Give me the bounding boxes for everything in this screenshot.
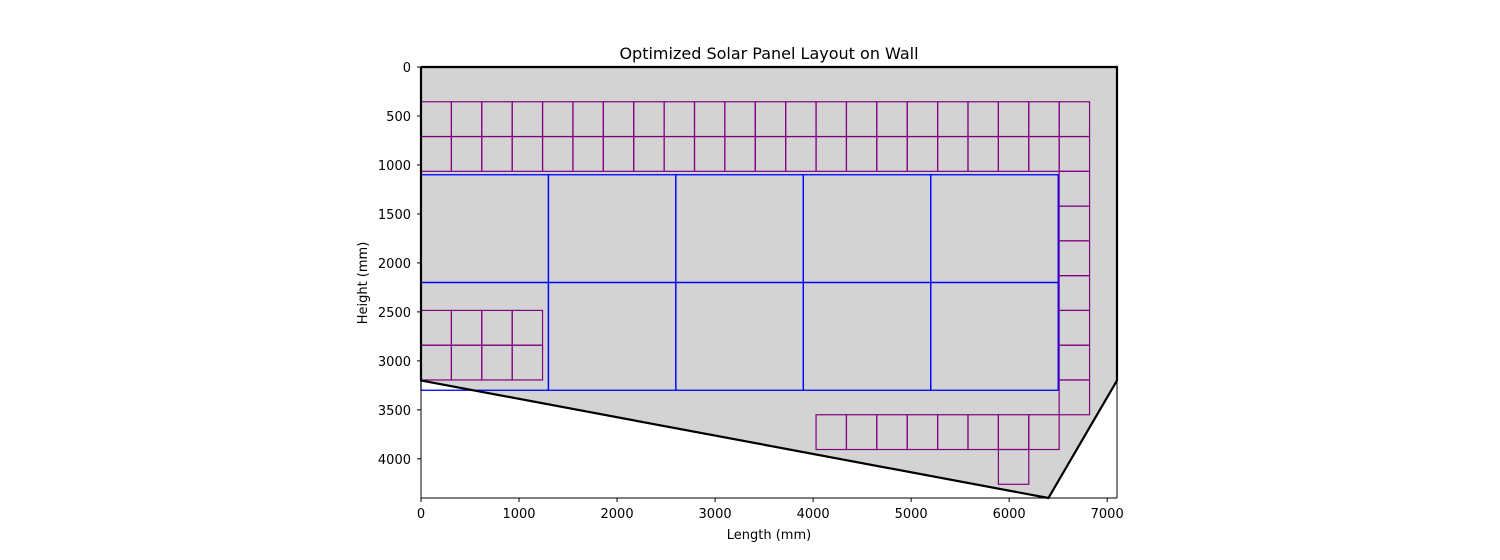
x-tick-label: 2000: [601, 507, 634, 522]
small-panel: [1058, 379, 1091, 416]
y-tick-label: 1000: [378, 159, 411, 174]
small-panels-group: [420, 101, 1091, 485]
plot-area: [419, 65, 1119, 500]
x-tick-label: 0: [417, 507, 425, 522]
y-axis-label: Height (mm): [356, 242, 371, 325]
chart-title: Optimized Solar Panel Layout on Wall: [619, 44, 918, 63]
x-tick-label: 4000: [797, 507, 830, 522]
y-tick-label: 1500: [378, 208, 411, 223]
small-panel: [997, 448, 1030, 485]
y-tick-label: 2500: [378, 306, 411, 321]
y-tick-label: 3000: [378, 355, 411, 370]
x-tick-label: 5000: [895, 507, 928, 522]
large-panels-group: [420, 174, 1059, 391]
x-tick-label: 3000: [699, 507, 732, 522]
x-axis-label: Length (mm): [727, 528, 811, 543]
small-panel: [1028, 414, 1060, 451]
large-panel: [930, 281, 1059, 391]
small-panel: [511, 344, 544, 381]
y-tick-label: 2000: [378, 257, 411, 272]
y-tick-label: 4000: [378, 453, 411, 468]
x-tick-label: 6000: [993, 507, 1026, 522]
y-tick-label: 500: [386, 110, 411, 125]
y-tick-label: 0: [403, 61, 411, 76]
axes: 0 1000 2000 3000 4000 5000 6000 7000 0 500 1000 150…: [378, 61, 1124, 522]
x-tick-label: 7000: [1091, 507, 1124, 522]
y-tick-label: 3500: [378, 404, 411, 419]
x-tick-label: 1000: [502, 507, 535, 522]
